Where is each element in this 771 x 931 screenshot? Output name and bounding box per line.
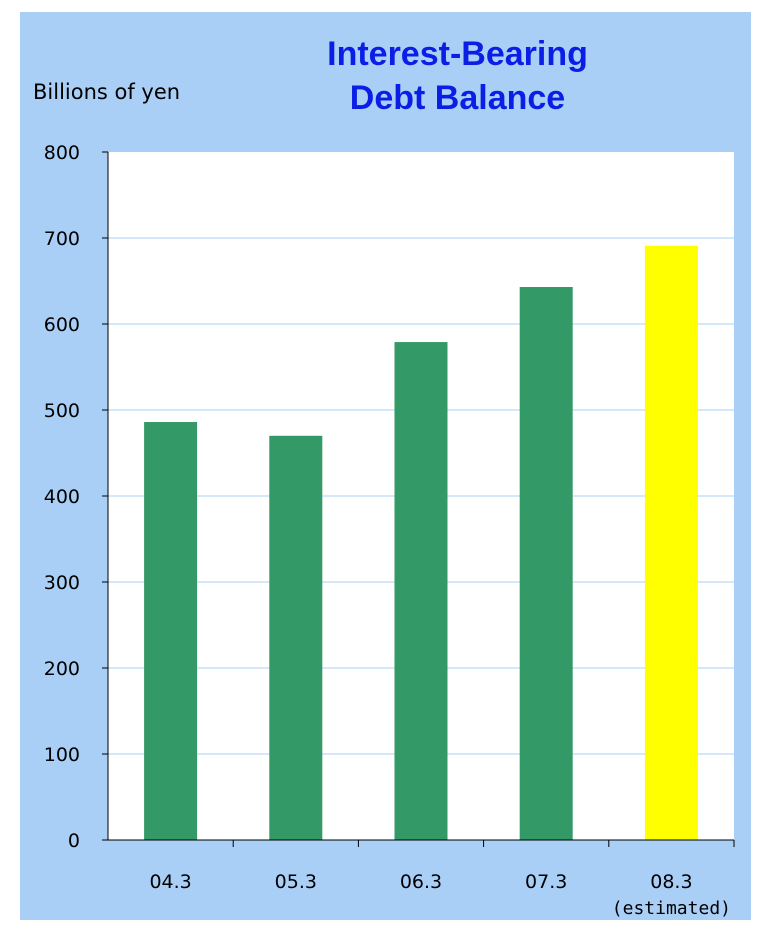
y-tick-label: 800 xyxy=(44,142,80,164)
chart-title-line-1: Interest-Bearing xyxy=(327,35,588,73)
bar xyxy=(644,245,698,841)
chart-title: Interest-Bearing Debt Balance xyxy=(92,32,771,120)
x-tick-label: 07.3 xyxy=(525,871,567,893)
bar xyxy=(519,287,573,840)
y-tick-label: 0 xyxy=(68,830,80,852)
bar xyxy=(144,422,198,840)
x-tick-label: 06.3 xyxy=(400,871,442,893)
y-tick-label: 700 xyxy=(44,228,80,250)
chart-title-line-2: Debt Balance xyxy=(349,79,566,117)
x-tick-label: 05.3 xyxy=(275,871,317,893)
y-tick-label: 200 xyxy=(44,658,80,680)
y-tick-label: 100 xyxy=(44,744,80,766)
y-tick-label: 500 xyxy=(44,400,80,422)
x-tick-label: 08.3 xyxy=(650,871,692,893)
y-tick-label: 300 xyxy=(44,572,80,594)
bar xyxy=(394,342,448,840)
x-tick-note: (estimated) xyxy=(612,898,731,919)
bar xyxy=(269,435,323,840)
y-tick-label: 400 xyxy=(44,486,80,508)
x-tick-label: 04.3 xyxy=(149,871,191,893)
y-tick-label: 600 xyxy=(44,314,80,336)
y-axis-unit-label: Billions of yen xyxy=(33,80,181,104)
